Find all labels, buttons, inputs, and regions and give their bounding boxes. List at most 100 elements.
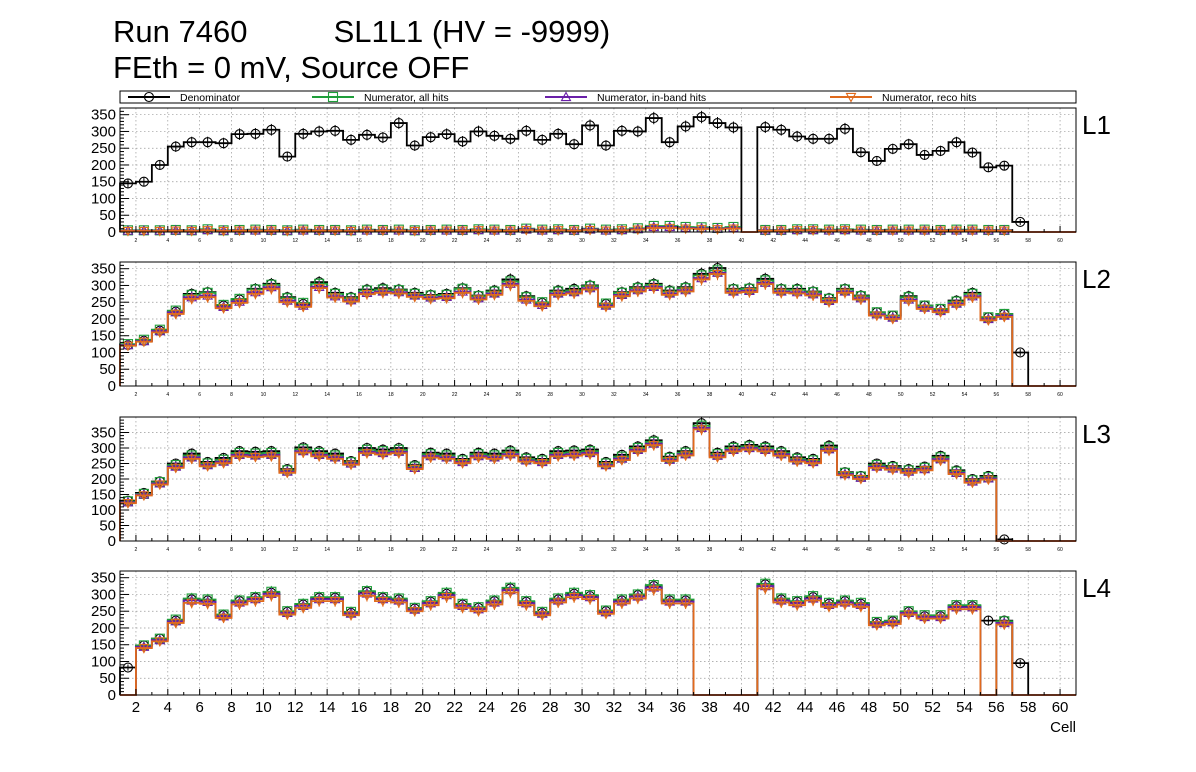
data-point [377, 597, 389, 607]
data-point [919, 304, 931, 315]
x-tick-label: 20 [420, 238, 426, 244]
legend-entry: Numerator, all hits [312, 91, 449, 104]
data-point [393, 118, 404, 129]
data-point [313, 452, 325, 463]
data-point [425, 132, 436, 143]
y-tick-label: 100 [91, 344, 116, 361]
x-tick-label: 28 [547, 238, 553, 244]
data-point [743, 445, 755, 456]
data-point [409, 292, 421, 303]
data-point [569, 139, 580, 150]
data-point [536, 459, 548, 469]
data-point [791, 289, 803, 300]
data-point [329, 454, 341, 465]
data-point [441, 226, 453, 237]
data-point [297, 603, 309, 614]
data-point [616, 125, 627, 136]
data-point [488, 454, 500, 465]
data-point [600, 302, 612, 313]
x-tick-label: 42 [770, 238, 776, 244]
x-tick-label: 54 [962, 392, 968, 398]
data-point [664, 456, 676, 467]
series-denominator [119, 110, 1076, 233]
data-point [855, 602, 867, 613]
x-tick-label: 36 [675, 392, 681, 398]
panel-label: L1 [1082, 110, 1111, 140]
data-point [648, 585, 660, 596]
x-tick-label: 16 [351, 699, 368, 716]
run-label: Run 7460 [113, 14, 248, 49]
data-point [568, 226, 580, 237]
x-tick-label: 6 [198, 547, 201, 553]
x-tick-label: 44 [802, 392, 808, 398]
data-point [266, 124, 277, 135]
data-point [616, 292, 628, 302]
x-tick-label: 60 [1057, 547, 1063, 553]
data-point [983, 615, 994, 626]
data-point [823, 602, 835, 613]
data-point [265, 284, 277, 295]
data-point [759, 279, 771, 290]
data-point [281, 468, 293, 479]
data-point [791, 457, 803, 468]
data-point [504, 588, 516, 599]
x-tick-label: 50 [892, 699, 909, 716]
x-tick-label: 42 [765, 699, 782, 716]
data-point [839, 600, 851, 611]
x-tick-label: 58 [1020, 699, 1037, 716]
data-point [281, 298, 293, 308]
data-point [712, 269, 723, 280]
x-tick-label: 60 [1057, 392, 1063, 398]
x-tick-label: 28 [547, 547, 553, 553]
x-tick-label: 10 [261, 238, 267, 244]
data-point [632, 126, 643, 137]
x-tick-label: 40 [739, 547, 745, 553]
y-tick-label: 0 [108, 533, 116, 550]
x-tick-label: 28 [542, 699, 559, 716]
data-point [935, 145, 946, 156]
data-point [680, 121, 691, 132]
data-point [393, 289, 405, 300]
data-point [648, 441, 660, 451]
data-point [249, 452, 261, 463]
data-point [457, 459, 469, 469]
y-tick-label: 50 [99, 518, 116, 535]
data-point [457, 603, 469, 614]
x-axis-title: Cell [1050, 719, 1076, 736]
data-point [712, 225, 723, 235]
legend-label: Numerator, in-band hits [597, 92, 706, 104]
data-point [919, 466, 931, 476]
x-tick-label: 52 [924, 699, 941, 716]
y-tick-label: 100 [91, 502, 116, 519]
data-point [759, 447, 771, 458]
data-point [919, 149, 930, 160]
data-point [202, 462, 214, 472]
data-point [282, 151, 293, 162]
x-tick-label: 24 [478, 699, 495, 716]
data-point [361, 290, 373, 300]
data-point [488, 226, 500, 237]
data-point [998, 312, 1010, 323]
y-tick-label: 250 [91, 456, 116, 473]
data-point [983, 162, 994, 173]
data-point [122, 341, 134, 352]
y-tick-label: 100 [91, 190, 116, 207]
legend-entry: Numerator, reco hits [830, 92, 977, 104]
data-point [552, 598, 564, 609]
x-tick-label: 36 [675, 547, 681, 553]
data-point [871, 463, 883, 474]
x-tick-label: 4 [166, 392, 169, 398]
x-tick-label: 54 [962, 547, 968, 553]
x-tick-label: 14 [324, 392, 330, 398]
data-point [536, 611, 548, 621]
x-tick-label: 22 [452, 392, 458, 398]
data-point [568, 451, 580, 462]
data-point [871, 311, 883, 322]
y-tick-label: 50 [99, 670, 116, 687]
x-tick-label: 44 [802, 547, 808, 553]
x-tick-label: 40 [733, 699, 750, 716]
data-point [727, 288, 739, 299]
